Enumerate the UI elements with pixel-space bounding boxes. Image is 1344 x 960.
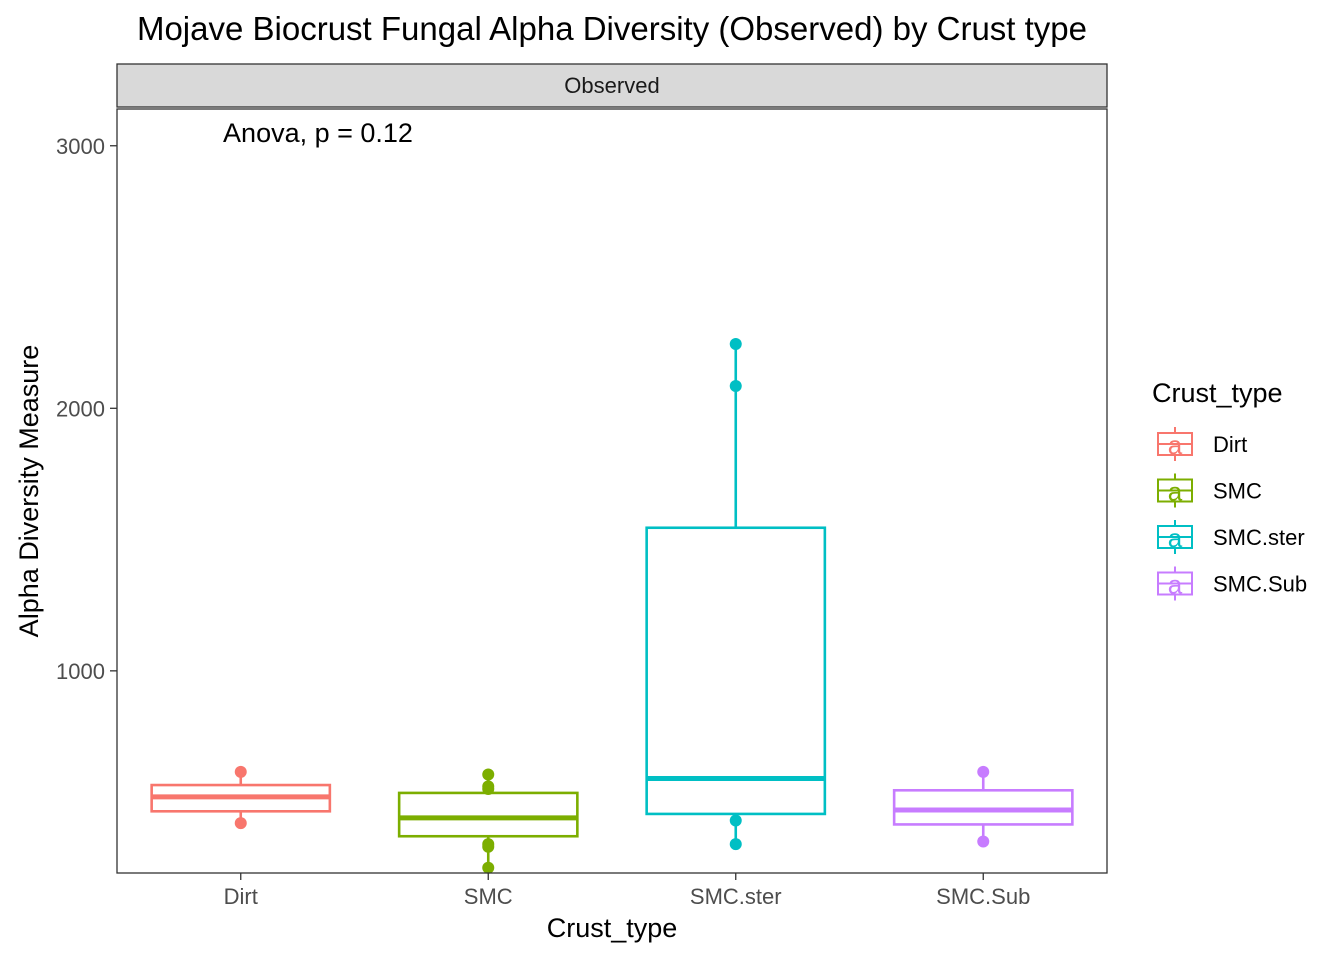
- legend-item-dirt: a Dirt: [1157, 427, 1247, 461]
- anova-annotation: Anova, p = 0.12: [223, 118, 413, 148]
- data-point: [977, 835, 990, 848]
- data-point: [482, 782, 495, 795]
- plot-area: [150, 337, 1074, 874]
- boxplot-smc-ster: [645, 337, 827, 851]
- x-tick-label: SMC.Sub: [936, 884, 1030, 909]
- chart-title: Mojave Biocrust Fungal Alpha Diversity (…: [137, 10, 1087, 47]
- legend-item-smc-sub: a SMC.Sub: [1157, 566, 1307, 601]
- x-axis-title: Crust_type: [547, 913, 678, 943]
- y-axis-title: Alpha Diversity Measure: [14, 345, 44, 638]
- facet-strip-label: Observed: [564, 73, 659, 98]
- box-iqr: [397, 791, 579, 838]
- legend-label: SMC: [1213, 479, 1262, 504]
- legend-label: SMC.ster: [1213, 525, 1305, 550]
- y-tick-label: 2000: [56, 396, 105, 421]
- data-point: [729, 337, 742, 350]
- legend-key-glyph: a: [1168, 430, 1183, 460]
- legend-key-glyph: a: [1168, 477, 1183, 507]
- y-tick-label: 1000: [56, 659, 105, 684]
- legend-item-smc-ster: a SMC.ster: [1157, 520, 1305, 554]
- box-iqr: [645, 526, 827, 816]
- facet-strip: [116, 63, 1108, 108]
- legend-key-glyph: a: [1168, 523, 1183, 553]
- x-tick-label: Dirt: [224, 884, 258, 909]
- box-iqr: [892, 788, 1074, 826]
- boxplot-smc: [397, 768, 579, 874]
- data-point: [482, 768, 495, 781]
- legend-item-smc: a SMC: [1157, 473, 1262, 508]
- legend-label: SMC.Sub: [1213, 572, 1307, 597]
- boxplot-smc-sub: [892, 765, 1074, 848]
- data-point: [482, 861, 495, 874]
- y-axis: 1000 2000 3000: [56, 134, 117, 684]
- data-point: [977, 765, 990, 778]
- x-tick-label: SMC: [464, 884, 513, 909]
- data-point: [482, 840, 495, 853]
- legend-title: Crust_type: [1152, 378, 1283, 408]
- data-point: [234, 817, 247, 830]
- legend-label: Dirt: [1213, 432, 1247, 457]
- panel-border: [116, 108, 1108, 874]
- data-point: [729, 379, 742, 392]
- data-point: [234, 765, 247, 778]
- y-tick-label: 3000: [56, 134, 105, 159]
- data-point: [729, 814, 742, 827]
- boxplot-dirt: [150, 765, 332, 830]
- x-tick-label: SMC.ster: [690, 884, 782, 909]
- data-point: [729, 838, 742, 851]
- legend: Crust_type a Dirt a SMC a SMC.ster a SMC.Sub: [1152, 378, 1307, 601]
- legend-key-glyph: a: [1168, 570, 1183, 600]
- x-axis: Dirt SMC SMC.ster SMC.Sub: [224, 873, 1030, 909]
